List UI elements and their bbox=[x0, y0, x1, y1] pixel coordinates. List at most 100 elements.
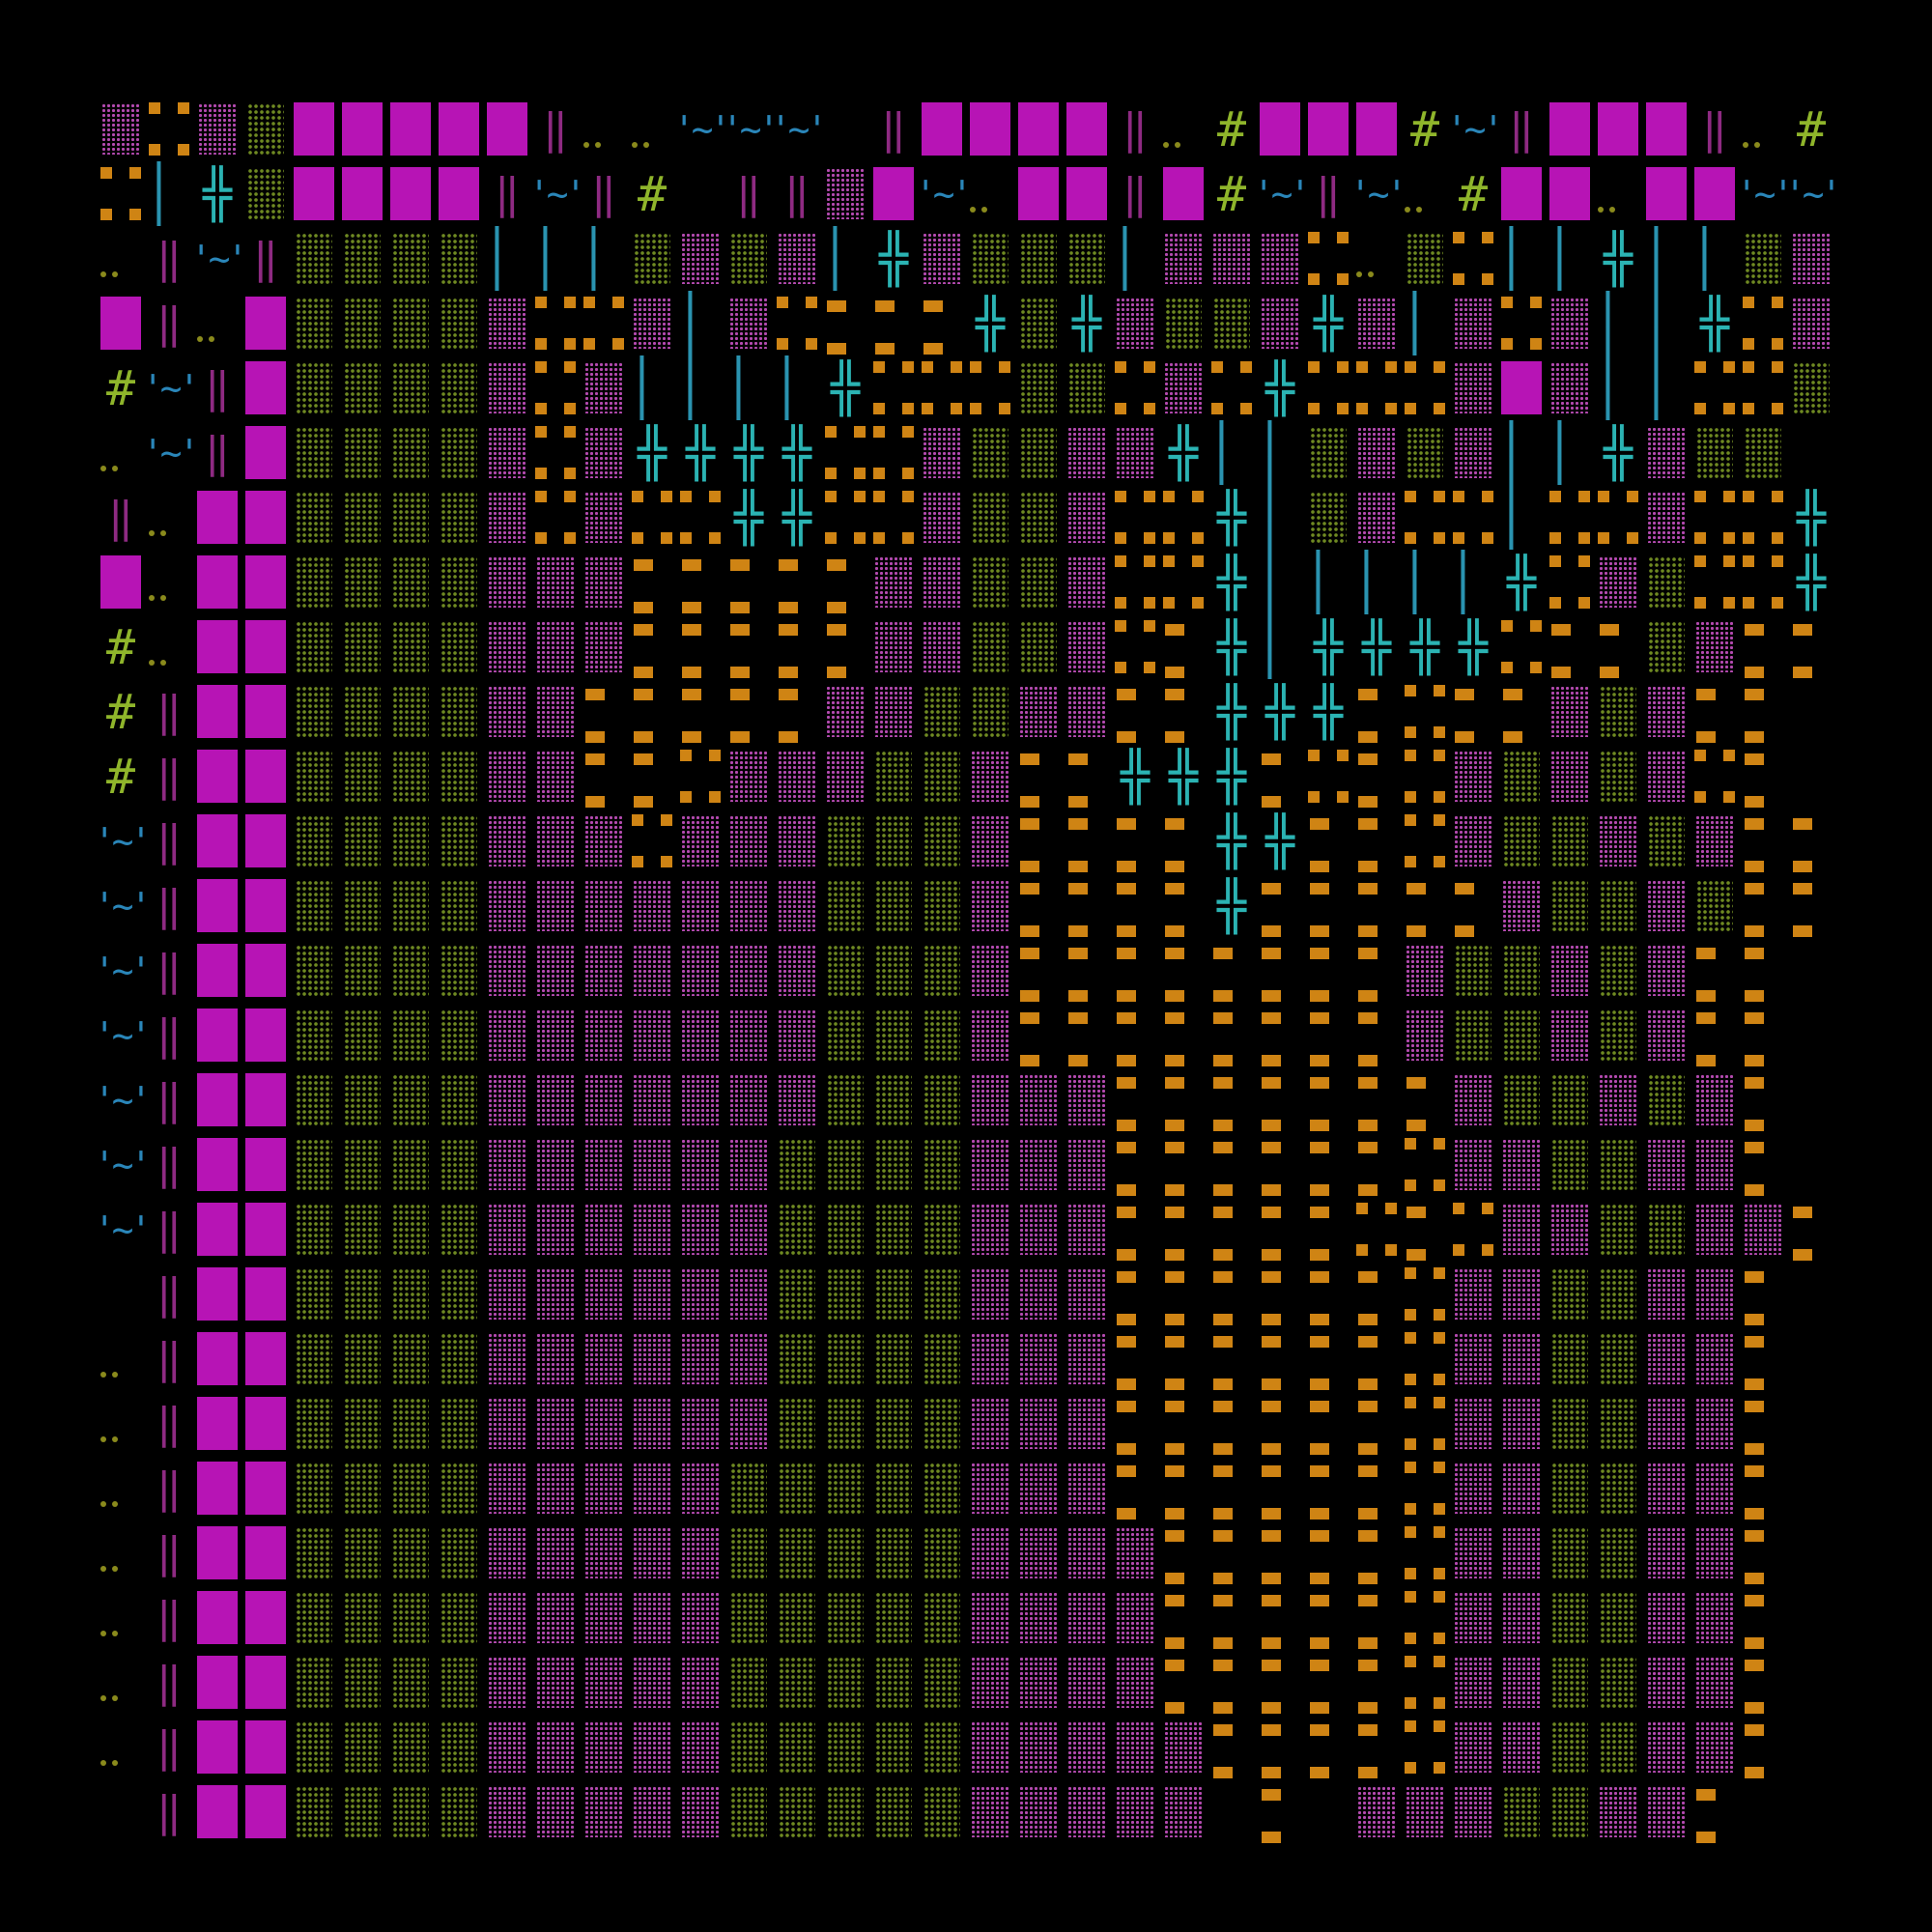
pink-dotted-floor-tile bbox=[1159, 1715, 1208, 1779]
green-dotted-grass-tile bbox=[435, 1067, 483, 1132]
olive-dots-tile bbox=[97, 1715, 145, 1779]
green-dotted-grass-tile bbox=[435, 809, 483, 873]
cyan-pipe-glyph-tile: | | bbox=[1111, 226, 1139, 291]
orange-door-corners-tile bbox=[628, 485, 676, 550]
magenta-wall-tile-tile bbox=[242, 614, 290, 679]
pink-dotted-floor-tile bbox=[1449, 1715, 1497, 1779]
orange-dash-floor-tile bbox=[1159, 614, 1208, 679]
magenta-wall-tile-tile bbox=[1352, 97, 1401, 161]
olive-dots-tile bbox=[145, 614, 193, 679]
orange-dash-floor-tile bbox=[1256, 1715, 1304, 1779]
orange-door-corners-tile bbox=[1401, 679, 1449, 744]
green-dotted-grass-tile bbox=[290, 1585, 338, 1650]
orange-dash-floor-tile bbox=[918, 291, 966, 355]
pink-dotted-floor-tile bbox=[531, 1003, 580, 1067]
orange-dash-floor-tile bbox=[1256, 744, 1304, 809]
cyan-cross-glyph-tile: ╬ bbox=[1168, 424, 1199, 481]
pink-dotted-floor-tile bbox=[1497, 1262, 1546, 1326]
green-dotted-grass-tile bbox=[435, 1003, 483, 1067]
empty-tile bbox=[1787, 1520, 1835, 1585]
green-hash-glyph-tile: # bbox=[105, 683, 136, 740]
orange-dash-floor-tile bbox=[1739, 1520, 1787, 1585]
cyan-pipe-glyph-tile: | | bbox=[724, 355, 753, 420]
orange-dash-floor-tile bbox=[1546, 614, 1594, 679]
orange-door-corners-tile bbox=[1352, 355, 1401, 420]
green-dotted-grass-tile bbox=[1594, 938, 1642, 1003]
pink-dotted-floor-tile bbox=[724, 1067, 773, 1132]
green-dotted-grass-tile bbox=[242, 97, 290, 161]
pink-dotted-floor-tile bbox=[1159, 1779, 1208, 1844]
green-dotted-grass-tile bbox=[773, 1715, 821, 1779]
orange-dash-floor-tile bbox=[1352, 1520, 1401, 1585]
orange-dash-floor-tile bbox=[628, 679, 676, 744]
pink-dotted-floor-tile bbox=[724, 1003, 773, 1067]
pink-dotted-floor-tile bbox=[1642, 938, 1690, 1003]
green-dotted-grass-tile bbox=[435, 614, 483, 679]
pink-dotted-floor-tile bbox=[1497, 1650, 1546, 1715]
pink-dotted-floor-tile bbox=[483, 550, 531, 614]
pink-dotted-floor-tile bbox=[1690, 1650, 1739, 1715]
orange-dash-floor-tile bbox=[1159, 1003, 1208, 1067]
orange-dash-floor-tile bbox=[1449, 873, 1497, 938]
green-dotted-grass-tile bbox=[724, 1779, 773, 1844]
orange-dash-floor-tile bbox=[1063, 873, 1111, 938]
orange-dash-floor-tile bbox=[1304, 938, 1352, 1003]
pink-dotted-floor-tile bbox=[531, 809, 580, 873]
pink-dotted-floor-tile bbox=[1642, 744, 1690, 809]
green-dotted-grass-tile bbox=[821, 1585, 869, 1650]
magenta-wall-tile-tile bbox=[193, 1585, 242, 1650]
pink-dotted-floor-tile bbox=[724, 1197, 773, 1262]
pink-dotted-floor-tile bbox=[773, 873, 821, 938]
pink-dotted-floor-tile bbox=[773, 1003, 821, 1067]
green-dotted-grass-tile bbox=[1546, 1585, 1594, 1650]
green-dotted-grass-tile bbox=[1497, 1003, 1546, 1067]
green-dotted-grass-tile bbox=[1497, 809, 1546, 873]
orange-door-corners-tile bbox=[531, 485, 580, 550]
green-hash-glyph-tile: # bbox=[1216, 100, 1247, 157]
pink-dotted-floor-tile bbox=[580, 1585, 628, 1650]
green-dotted-grass-tile bbox=[386, 679, 435, 744]
green-dotted-grass-tile bbox=[435, 1326, 483, 1391]
orange-door-corners-tile bbox=[1401, 1326, 1449, 1391]
cyan-pipe-glyph-tile: | | bbox=[1690, 226, 1719, 291]
orange-dash-floor-tile bbox=[580, 679, 628, 744]
orange-dash-floor-tile bbox=[1208, 1326, 1256, 1391]
olive-dots-tile bbox=[97, 226, 145, 291]
blue-water-glyph-tile: '~' bbox=[145, 366, 193, 410]
orange-door-corners-tile bbox=[1739, 485, 1787, 550]
orange-door-corners-tile bbox=[1401, 1391, 1449, 1456]
pink-dotted-floor-tile bbox=[676, 1132, 724, 1197]
pink-dotted-floor-tile bbox=[580, 1262, 628, 1326]
green-dotted-grass-tile bbox=[1014, 614, 1063, 679]
pink-dotted-floor-tile bbox=[531, 1132, 580, 1197]
pink-dotted-floor-tile bbox=[676, 1456, 724, 1520]
pink-dotted-floor-tile bbox=[97, 97, 145, 161]
pink-dotted-floor-tile bbox=[1642, 1003, 1690, 1067]
purple-double-bar-tile: ‖ bbox=[1122, 103, 1149, 154]
pink-dotted-floor-tile bbox=[580, 809, 628, 873]
blue-water-glyph-tile: '~' bbox=[1739, 172, 1787, 215]
pink-dotted-floor-tile bbox=[628, 1456, 676, 1520]
orange-dash-floor-tile bbox=[1208, 938, 1256, 1003]
blue-water-glyph-tile: '~' bbox=[918, 172, 966, 215]
magenta-wall-tile-tile bbox=[290, 97, 338, 161]
green-dotted-grass-tile bbox=[1594, 1132, 1642, 1197]
pink-dotted-floor-tile bbox=[724, 809, 773, 873]
cyan-cross-glyph-tile: ╬ bbox=[781, 424, 812, 481]
pink-dotted-floor-tile bbox=[1497, 1585, 1546, 1650]
orange-dash-floor-tile bbox=[1256, 1391, 1304, 1456]
olive-dots-tile bbox=[145, 485, 193, 550]
orange-dash-floor-tile bbox=[1739, 1650, 1787, 1715]
orange-door-corners-tile bbox=[1401, 744, 1449, 809]
empty-tile bbox=[1787, 1391, 1835, 1456]
magenta-wall-tile-tile bbox=[193, 550, 242, 614]
orange-dash-floor-tile bbox=[1739, 1262, 1787, 1326]
green-dotted-grass-tile bbox=[821, 809, 869, 873]
pink-dotted-floor-tile bbox=[531, 1715, 580, 1779]
orange-dash-floor-tile bbox=[1304, 1456, 1352, 1520]
green-dotted-grass-tile bbox=[918, 1262, 966, 1326]
magenta-wall-tile-tile bbox=[386, 161, 435, 226]
green-dotted-grass-tile bbox=[1014, 420, 1063, 485]
green-dotted-grass-tile bbox=[821, 1197, 869, 1262]
green-dotted-grass-tile bbox=[386, 1391, 435, 1456]
